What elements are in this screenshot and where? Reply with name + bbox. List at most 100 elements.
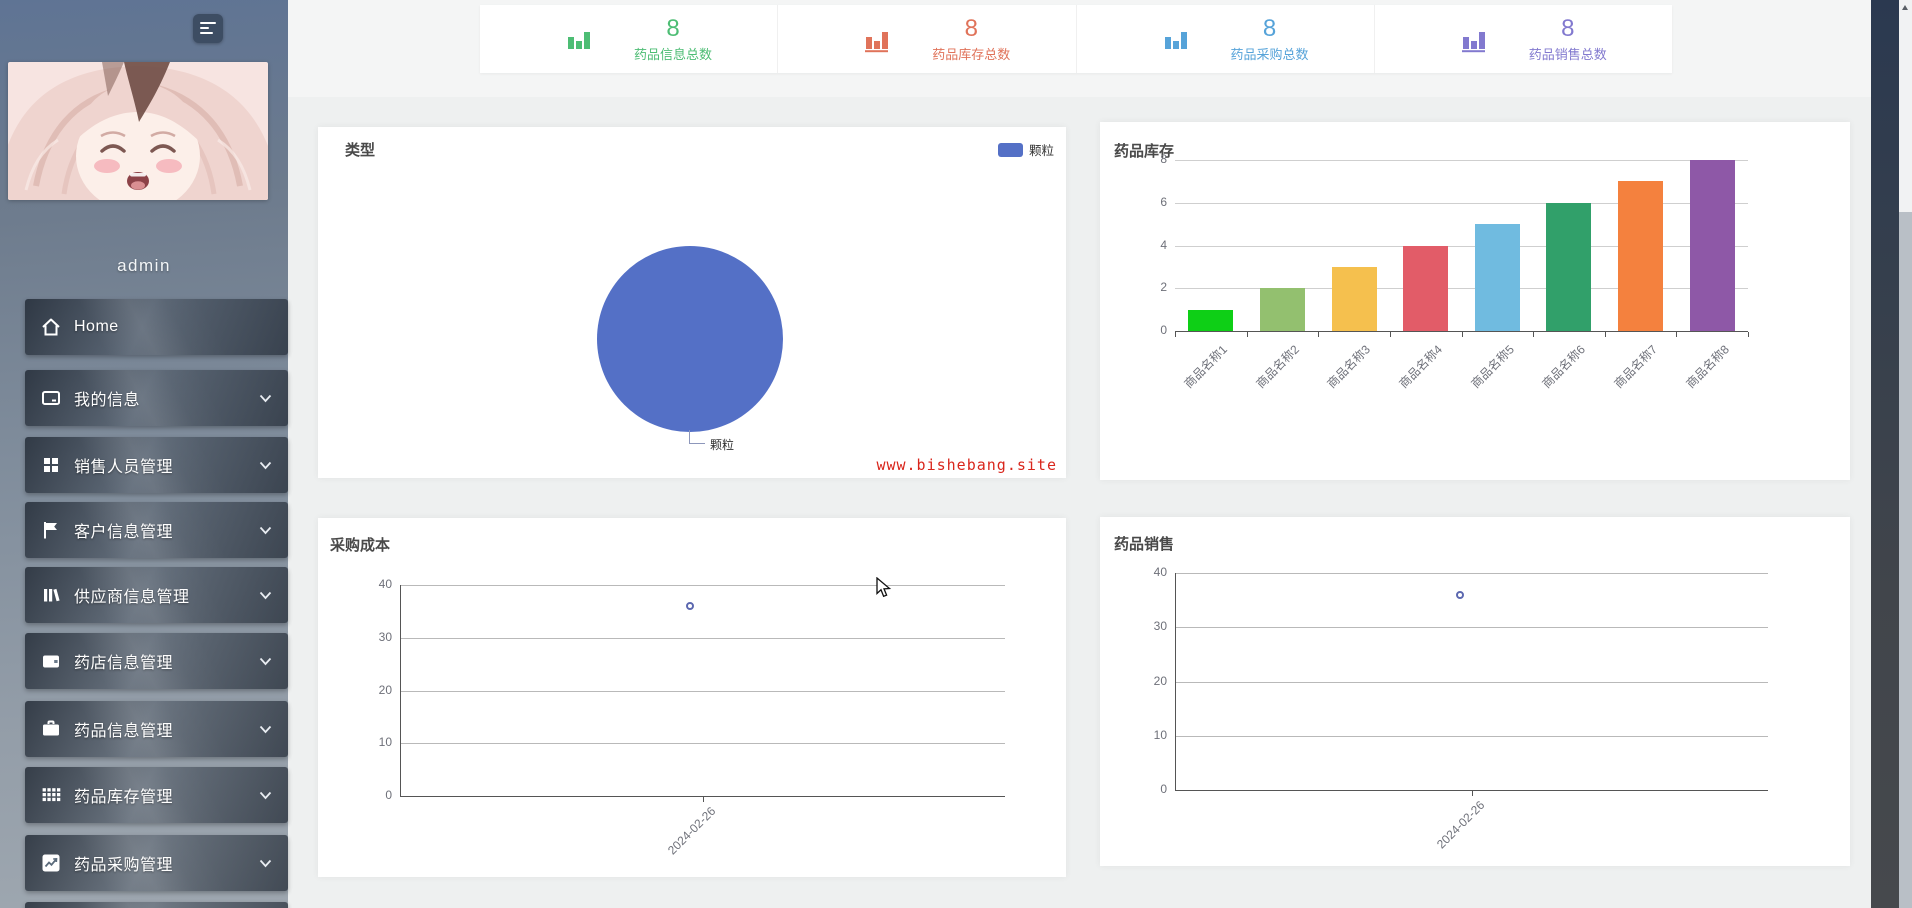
stat-card-4: 8 药品销售总数 xyxy=(1373,5,1672,73)
gridline-y-8 xyxy=(1175,160,1748,161)
x-axis-label: 商品名称4 xyxy=(1396,342,1446,391)
sidebar-item-label: 供应商信息管理 xyxy=(74,589,190,606)
y-axis-label: 30 xyxy=(378,629,392,644)
bar-商品名称7[interactable] xyxy=(1618,181,1664,331)
x-axis-tick xyxy=(1175,332,1176,337)
gridline-y-4 xyxy=(1175,245,1748,247)
gridline-y-6 xyxy=(1175,202,1748,204)
stat-card-2: 8 药品库存总数 xyxy=(777,5,1075,73)
stats-row: 8 药品信息总数 8 药品库存总数 8 药品采购总数 8 xyxy=(480,5,1672,73)
y-axis-label: 0 xyxy=(1160,323,1167,337)
pie-slice[interactable] xyxy=(597,246,783,432)
chevron-down-icon xyxy=(259,461,272,469)
gridline-y-20 xyxy=(400,690,1005,692)
page-edge-band xyxy=(1871,0,1899,908)
bar-chart-underline-icon xyxy=(1461,32,1485,53)
x-axis-tick xyxy=(1246,332,1248,337)
x-axis-label: 2024-02-26 xyxy=(1434,798,1488,852)
legend-label: 颗粒 xyxy=(1028,144,1054,158)
x-axis-label: 商品名称3 xyxy=(1324,342,1374,391)
sidebar-item-label: 销售人员管理 xyxy=(74,459,174,476)
pie-slice-label: 颗粒 xyxy=(710,438,735,452)
sidebar-item-label: 我的信息 xyxy=(74,392,141,409)
bar-商品名称2[interactable] xyxy=(1259,288,1305,331)
y-axis-label: 10 xyxy=(378,735,392,750)
sidebar-item-menu-1[interactable]: 我的信息 xyxy=(25,370,288,426)
chevron-down-icon xyxy=(259,657,272,665)
x-axis-tick xyxy=(1604,332,1606,337)
panel-title: 采购成本 xyxy=(330,537,391,554)
y-axis-label: 0 xyxy=(385,788,392,802)
sidebar-item-partial[interactable] xyxy=(25,902,288,908)
sidebar-collapse-button[interactable] xyxy=(193,14,223,43)
y-axis-label: 2 xyxy=(1160,280,1167,295)
anime-avatar-image xyxy=(8,62,268,200)
stat-label: 药品库存总数 xyxy=(932,46,1011,62)
sidebar-item-menu-2[interactable]: 销售人员管理 xyxy=(25,437,288,493)
data-point-2024-02-26[interactable] xyxy=(686,602,695,611)
y-axis-label: 8 xyxy=(1160,152,1167,166)
bar-商品名称5[interactable] xyxy=(1474,224,1520,331)
id-card-icon xyxy=(42,391,60,405)
x-axis-label: 商品名称6 xyxy=(1539,342,1589,391)
gridline-y-10 xyxy=(400,743,1005,745)
y-axis-label: 20 xyxy=(1153,673,1167,688)
bar-chart-icon xyxy=(568,32,590,49)
scroll-up-arrow-icon[interactable] xyxy=(1902,5,1908,10)
x-axis-tick xyxy=(1471,791,1473,796)
sidebar-item-label: 药品库存管理 xyxy=(74,789,174,806)
bar-商品名称6[interactable] xyxy=(1546,202,1592,331)
data-point-2024-02-26[interactable] xyxy=(1455,590,1464,599)
chevron-down-icon xyxy=(259,591,272,599)
gridline-y-40 xyxy=(400,585,1005,586)
x-axis-tick xyxy=(1461,332,1463,337)
sidebar-item-home[interactable]: Home xyxy=(25,299,288,355)
bar-chart-underline-icon xyxy=(865,32,889,53)
gridline-y-30 xyxy=(1175,627,1768,629)
gridline-y-10 xyxy=(1175,735,1768,737)
sidebar-item-label: 药店信息管理 xyxy=(74,655,174,672)
sidebar-item-menu-7[interactable]: 药品库存管理 xyxy=(25,767,288,823)
grid-icon xyxy=(44,458,58,472)
sidebar-item-menu-4[interactable]: 供应商信息管理 xyxy=(25,567,288,623)
watermark-text: www.bishebang.site xyxy=(876,456,1057,474)
gridline-y-20 xyxy=(1175,681,1768,683)
bar-商品名称1[interactable] xyxy=(1188,309,1234,331)
bar-商品名称3[interactable] xyxy=(1331,266,1377,331)
sidebar-item-menu-8[interactable]: 药品采购管理 xyxy=(25,835,288,891)
sidebar-item-menu-6[interactable]: 药品信息管理 xyxy=(25,701,288,757)
panel-cost-line: 采购成本 0 10 20 30 40 2024-02-26 xyxy=(318,518,1066,877)
x-axis-tick xyxy=(1676,332,1678,337)
bar-商品名称4[interactable] xyxy=(1403,245,1449,331)
chevron-down-icon xyxy=(259,859,272,867)
x-axis-label: 2024-02-26 xyxy=(665,804,719,858)
x-axis-tick xyxy=(1748,332,1749,337)
y-axis-label: 20 xyxy=(378,682,392,697)
x-axis-tick xyxy=(1389,332,1391,337)
chevron-down-icon xyxy=(259,725,272,733)
sidebar: admin Home 我的信息 销售人员管理 客户信息管理 供应商信息管理 药店信息管理药… xyxy=(0,0,288,908)
legend-item[interactable]: 颗粒 xyxy=(997,140,1054,159)
scrollbar[interactable] xyxy=(1899,0,1912,908)
sidebar-item-label: 药品信息管理 xyxy=(74,723,174,740)
sidebar-item-menu-5[interactable]: 药店信息管理 xyxy=(25,633,288,689)
y-axis-label: 4 xyxy=(1160,237,1167,252)
wallet-icon xyxy=(43,655,59,668)
y-axis-label: 30 xyxy=(1153,619,1167,634)
panel-sales-line: 药品销售 0 10 20 30 40 2024-02-26 xyxy=(1100,517,1850,866)
x-axis-label: 商品名称2 xyxy=(1253,342,1302,391)
scrollbar-thumb[interactable] xyxy=(1899,212,1912,908)
sidebar-item-menu-3[interactable]: 客户信息管理 xyxy=(25,502,288,558)
y-axis-label: 40 xyxy=(1153,565,1167,579)
panel-inventory-bar: 药品库存 0 2 4 6 8 商品名称1 商品名称2 商品名称3 商品名称4 商品名称5 商品名称6… xyxy=(1100,122,1850,480)
sidebar-item-label: 客户信息管理 xyxy=(74,524,174,541)
stat-card-3: 8 药品采购总数 xyxy=(1075,5,1374,73)
y-axis-label: 40 xyxy=(378,577,392,591)
gridline-y-2 xyxy=(1175,288,1748,290)
stat-value: 8 xyxy=(1561,14,1575,42)
stat-value: 8 xyxy=(964,14,978,42)
bar-商品名称8[interactable] xyxy=(1689,160,1735,331)
x-axis-tick xyxy=(1533,332,1535,337)
home-icon xyxy=(42,318,60,336)
y-axis-label: 10 xyxy=(1153,727,1167,742)
